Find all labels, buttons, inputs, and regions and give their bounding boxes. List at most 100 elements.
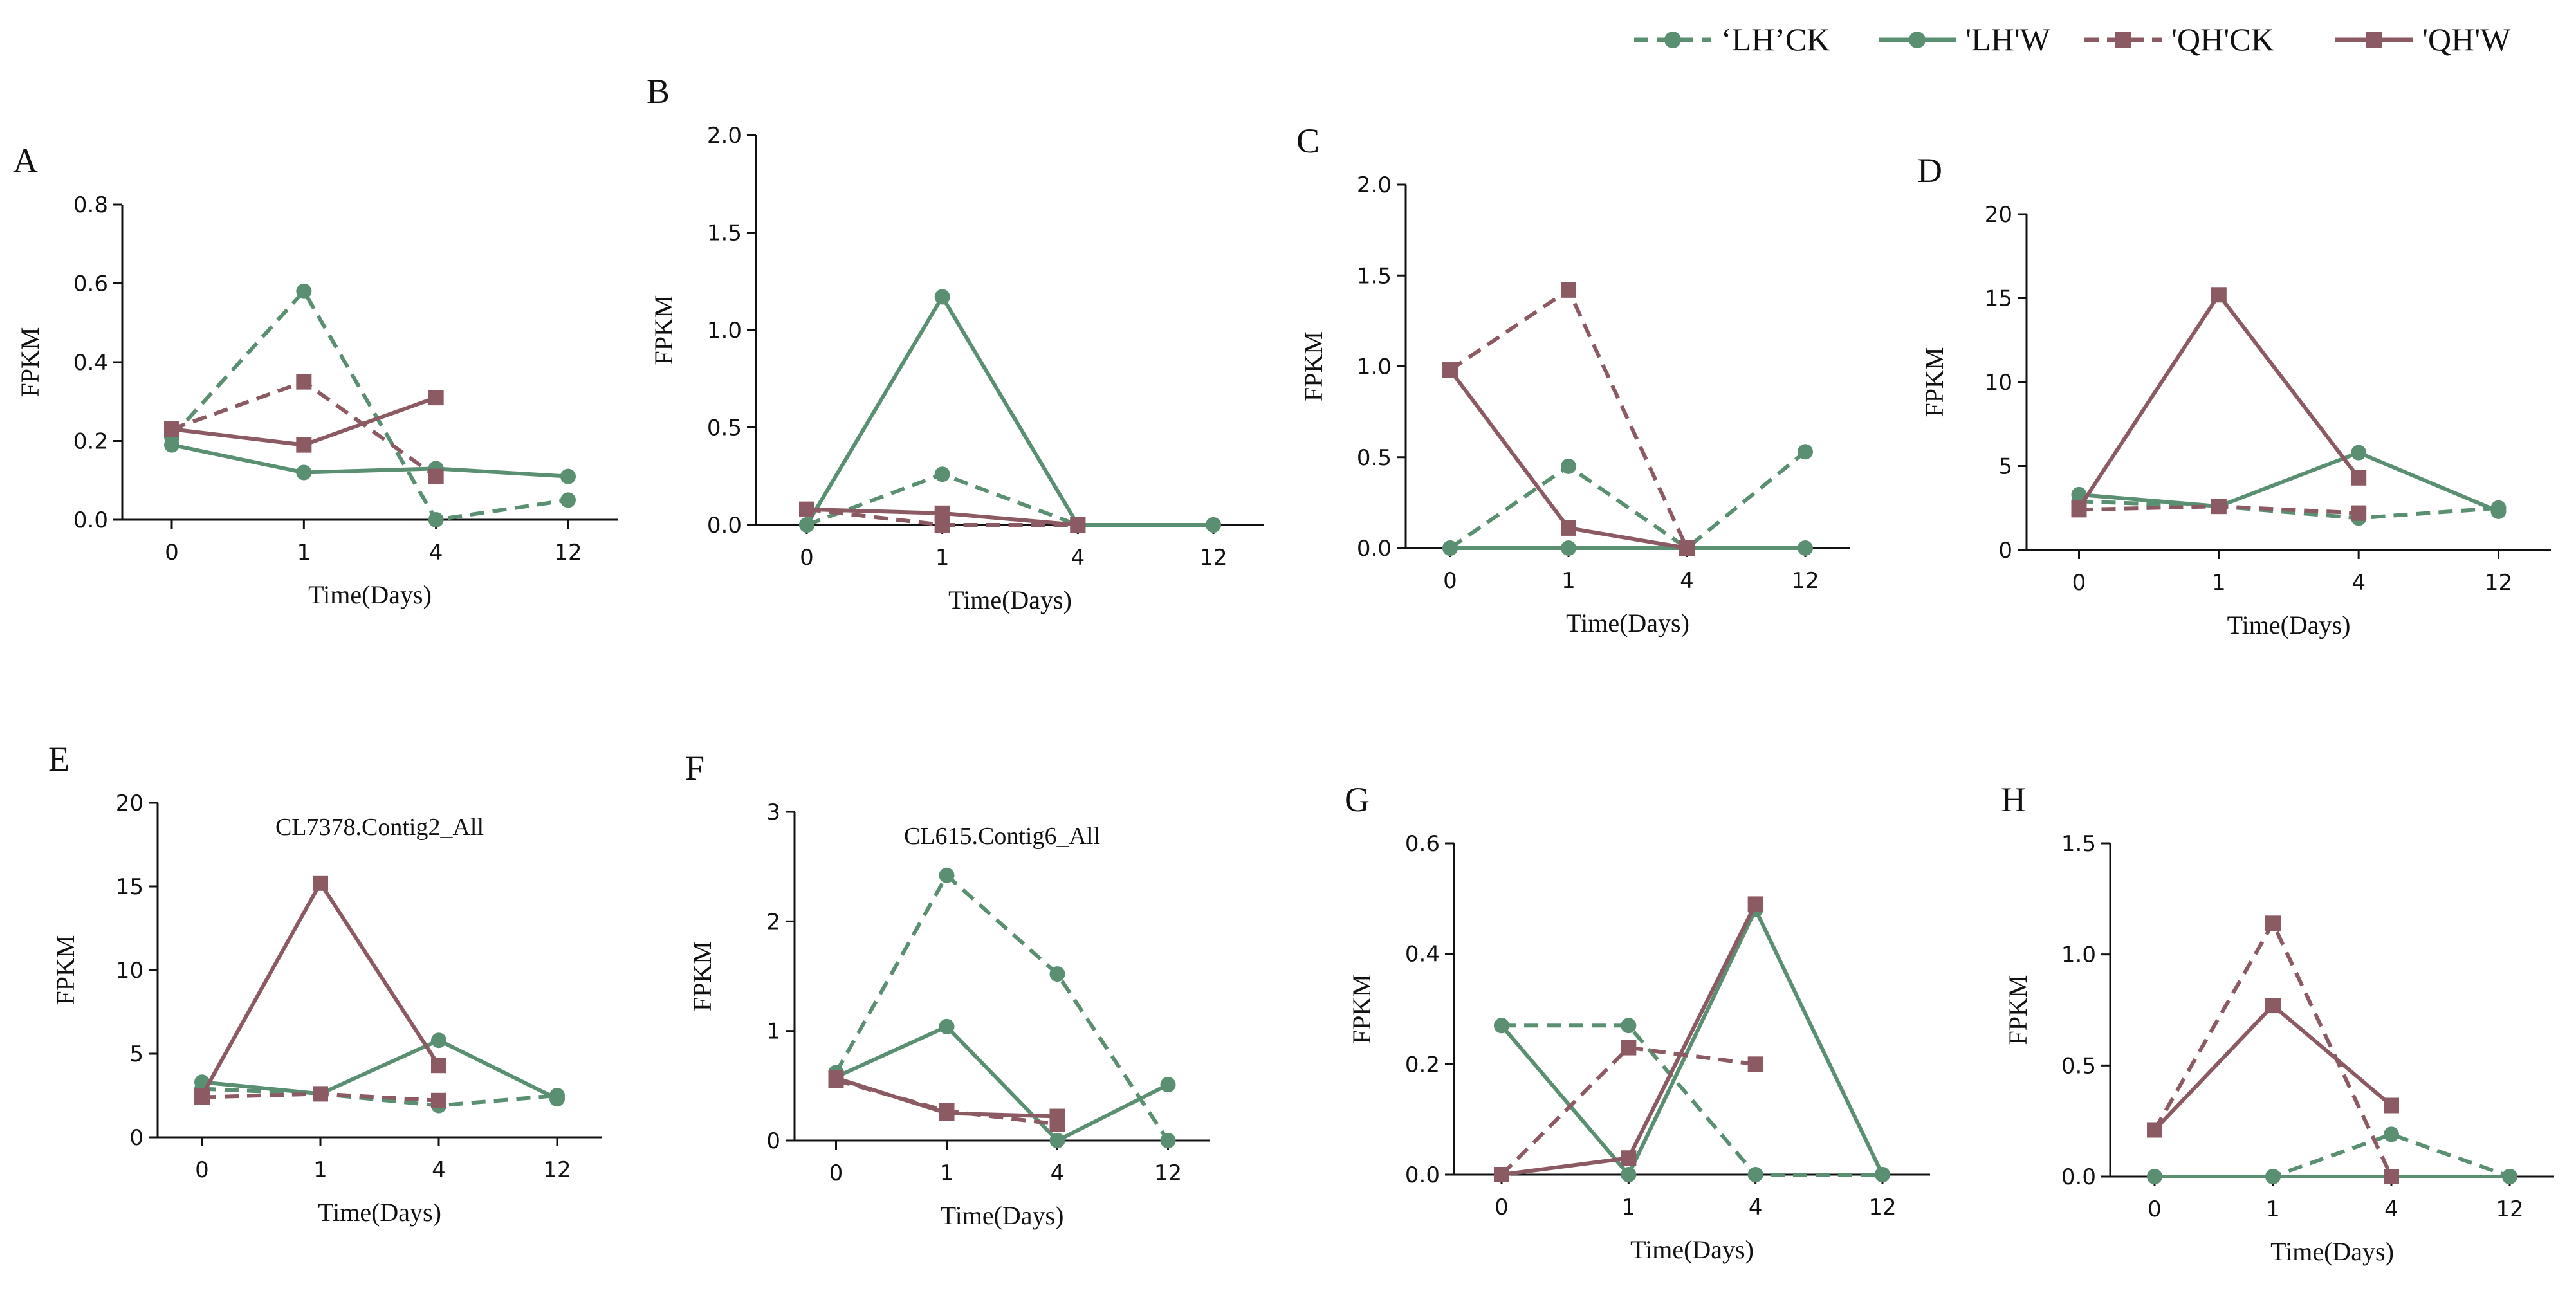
data-point xyxy=(431,1058,446,1074)
series-3 xyxy=(2147,998,2399,1138)
y-tick-label: 0 xyxy=(129,1125,143,1151)
y-tick-label: 10 xyxy=(116,958,143,984)
data-point xyxy=(296,464,312,481)
series-0 xyxy=(828,867,1176,1148)
series-1 xyxy=(2147,1169,2517,1184)
data-point xyxy=(431,1032,446,1049)
series-line xyxy=(805,293,1213,527)
x-axis-label: Time(Days) xyxy=(1566,609,1689,637)
x-axis-label: Time(Days) xyxy=(948,585,1072,614)
data-point xyxy=(1160,1133,1176,1148)
x-tick-label: 0 xyxy=(2148,1197,2162,1222)
x-tick-label: 1 xyxy=(940,1160,954,1186)
x-tick-label: 12 xyxy=(2496,1197,2523,1222)
y-tick-label: 0.0 xyxy=(2061,1164,2096,1190)
legend-label: 'QH'CK xyxy=(2171,21,2274,57)
x-axis-label: Time(Days) xyxy=(1630,1235,1754,1264)
data-point xyxy=(1679,540,1695,556)
data-point xyxy=(2384,1126,2399,1142)
x-tick-label: 1 xyxy=(313,1157,327,1183)
data-point xyxy=(1747,896,1763,912)
x-tick-label: 1 xyxy=(297,540,311,565)
data-point xyxy=(296,374,312,390)
x-tick-label: 4 xyxy=(1680,568,1694,594)
data-point xyxy=(1206,517,1221,533)
data-point xyxy=(296,437,312,453)
data-point xyxy=(2351,445,2367,461)
x-tick-label: 12 xyxy=(1791,568,1819,594)
x-axis-label: Time(Days) xyxy=(2227,610,2351,639)
data-point xyxy=(828,1070,844,1086)
y-axis-label: FPKM xyxy=(2003,975,2032,1045)
series-line xyxy=(835,1024,1169,1143)
y-tick-label: 2.0 xyxy=(1357,172,1392,198)
panel-letter: D xyxy=(1917,151,1942,190)
y-axis-label: FPKM xyxy=(688,941,717,1011)
data-point xyxy=(2071,486,2087,502)
legend-item: 'QH'W xyxy=(2335,21,2511,57)
x-tick-label: 12 xyxy=(1199,545,1227,571)
series-3 xyxy=(1442,362,1695,556)
data-point xyxy=(1070,517,1086,533)
series-line xyxy=(805,472,1213,527)
data-point xyxy=(1798,540,1813,556)
y-tick-label: 0.2 xyxy=(73,429,108,455)
y-tick-label: 1.0 xyxy=(2061,942,2096,968)
panel-title: CL7378.Contig2_All xyxy=(275,814,484,841)
x-axis-label: Time(Days) xyxy=(308,580,432,609)
y-tick-label: 1.5 xyxy=(707,221,742,246)
x-tick-label: 4 xyxy=(429,540,443,565)
x-tick-label: 1 xyxy=(1561,568,1576,594)
y-tick-label: 0 xyxy=(766,1128,780,1154)
data-point xyxy=(799,501,814,517)
panel-letter: A xyxy=(13,142,38,180)
legend-item: 'QH'CK xyxy=(2084,21,2274,57)
y-axis-label: FPKM xyxy=(15,327,44,398)
x-tick-label: 1 xyxy=(2212,570,2226,596)
data-point xyxy=(428,390,444,406)
data-point xyxy=(1442,540,1458,556)
y-tick-label: 3 xyxy=(766,800,780,825)
x-tick-label: 1 xyxy=(1622,1195,1636,1220)
y-tick-label: 0.2 xyxy=(1405,1052,1440,1077)
y-tick-label: 0.5 xyxy=(2061,1053,2096,1079)
y-tick-label: 0.0 xyxy=(73,508,108,533)
series-2 xyxy=(2071,499,2367,521)
y-tick-label: 0.0 xyxy=(707,513,742,538)
data-point xyxy=(939,867,955,883)
x-tick-label: 4 xyxy=(1071,545,1085,571)
y-tick-label: 0.0 xyxy=(1405,1162,1440,1188)
y-tick-label: 5 xyxy=(1998,454,2012,480)
y-tick-label: 10 xyxy=(1985,370,2012,396)
data-point xyxy=(934,289,950,305)
series-1 xyxy=(164,437,576,484)
legend: ‘LH’CK 'LH'W 'QH'CK 'QH'W xyxy=(1634,21,2511,57)
panel-letter: G xyxy=(1345,780,1370,819)
data-point xyxy=(1049,1133,1065,1148)
data-point xyxy=(194,1088,210,1103)
data-point xyxy=(934,466,950,482)
legend-label: ‘LH’CK xyxy=(1721,21,1830,57)
data-point xyxy=(1747,1167,1763,1182)
y-tick-label: 20 xyxy=(1985,202,2012,228)
y-tick-label: 2.0 xyxy=(707,123,742,149)
y-axis-label: FPKM xyxy=(1920,347,1949,417)
legend-marker-square xyxy=(2115,32,2131,48)
series-line xyxy=(1500,905,1884,1178)
legend-label: 'QH'W xyxy=(2422,21,2511,57)
data-point xyxy=(2384,1169,2399,1184)
series-3 xyxy=(799,501,1086,533)
x-tick-label: 0 xyxy=(195,1157,209,1183)
data-point xyxy=(939,1018,955,1034)
data-point xyxy=(428,512,444,527)
data-point xyxy=(1561,282,1576,298)
data-point xyxy=(1561,520,1576,536)
x-tick-label: 0 xyxy=(2072,570,2086,596)
